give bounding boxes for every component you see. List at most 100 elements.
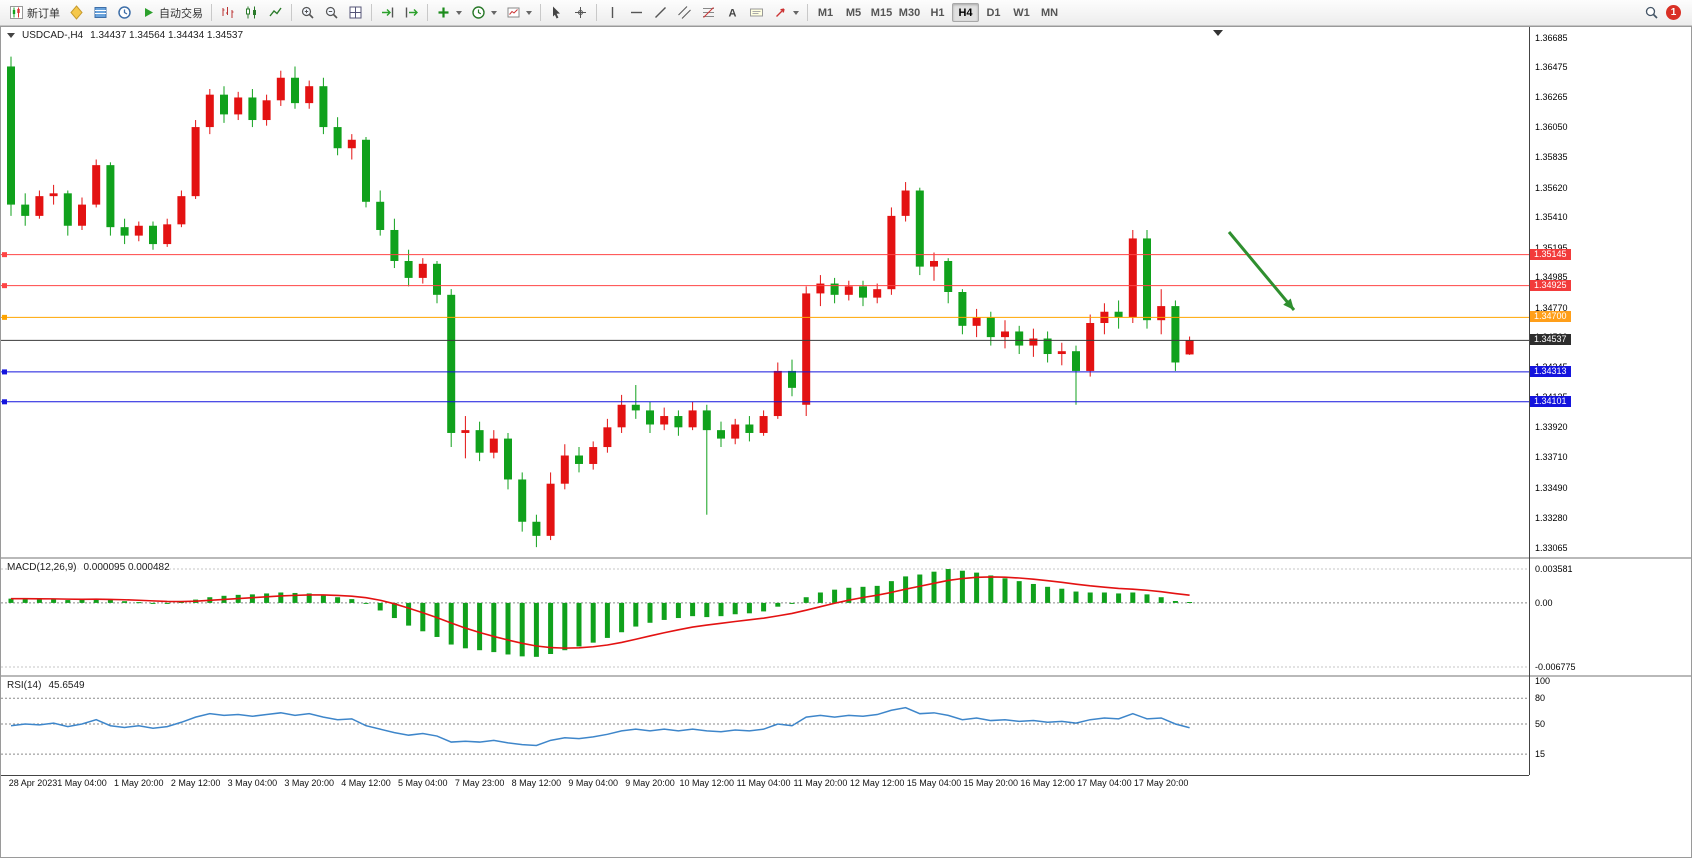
- candle-bull: [1001, 331, 1009, 338]
- vertical-line-button[interactable]: [601, 2, 624, 23]
- line-handle[interactable]: [2, 369, 7, 375]
- timeframe-MN[interactable]: MN: [1040, 6, 1059, 19]
- candle-bear: [532, 521, 541, 536]
- trendline-button[interactable]: [649, 2, 672, 23]
- new-order-button[interactable]: 新订单: [5, 2, 64, 23]
- metaeditor-icon: [70, 5, 83, 20]
- crosshair-icon: [575, 7, 586, 18]
- periods-button[interactable]: [467, 2, 501, 23]
- timeframe-D1[interactable]: D1: [986, 6, 1001, 19]
- zoom-in-button[interactable]: [296, 2, 319, 23]
- macd-histogram-bar: [249, 594, 255, 603]
- candle-bull: [1157, 306, 1166, 321]
- timeframe-M5[interactable]: M5: [845, 6, 862, 19]
- price-tag: 1.34537: [1530, 334, 1571, 346]
- main-chart[interactable]: [1, 27, 1529, 557]
- candle-bear: [362, 139, 370, 202]
- panel-splitter[interactable]: [1, 675, 1691, 677]
- candle-bear: [518, 479, 527, 522]
- chart-shift-marker[interactable]: [1213, 30, 1223, 36]
- rsi-value: 45.6549: [48, 680, 85, 691]
- line-handle[interactable]: [2, 314, 7, 320]
- templates-button[interactable]: [502, 2, 536, 23]
- axis-label: 1.36050: [1535, 122, 1568, 133]
- notification-badge[interactable]: 1: [1666, 5, 1681, 20]
- macd-histogram-bar: [278, 592, 284, 603]
- candle-bear: [291, 77, 299, 104]
- autotrading-button[interactable]: 自动交易: [137, 2, 207, 23]
- macd-histogram-bar: [406, 602, 412, 626]
- timeframe-H1[interactable]: H1: [930, 6, 945, 19]
- axis-label: 1.33710: [1535, 451, 1568, 462]
- auto-scroll-button[interactable]: [376, 2, 399, 23]
- text-button[interactable]: A: [721, 2, 744, 23]
- time-label: 28 Apr 2023: [8, 778, 58, 788]
- macd-histogram-bar: [65, 600, 71, 603]
- timeframe-M30[interactable]: M30: [898, 6, 921, 19]
- panel-splitter[interactable]: [1, 557, 1691, 559]
- zoom-out-button[interactable]: [320, 2, 343, 23]
- timeframe-M15[interactable]: M15: [870, 6, 893, 19]
- candle-bull: [660, 416, 669, 425]
- arrow-head: [1283, 298, 1294, 310]
- time-label: 8 May 12:00: [511, 778, 562, 788]
- macd-panel[interactable]: [1, 559, 1529, 675]
- price-tag: 1.35145: [1530, 248, 1571, 260]
- horizontal-line-button[interactable]: [625, 2, 648, 23]
- candle-bear: [717, 430, 725, 439]
- cursor-button[interactable]: [545, 2, 568, 23]
- macd-histogram-bar: [860, 586, 866, 603]
- line-handle[interactable]: [2, 283, 7, 289]
- axis-label: 1.33920: [1535, 422, 1568, 433]
- candle-bear: [63, 193, 72, 226]
- text-label-button[interactable]: [745, 2, 768, 23]
- search-button[interactable]: [1640, 2, 1663, 23]
- line-handle[interactable]: [2, 399, 7, 405]
- time-label: 5 May 04:00: [398, 778, 448, 788]
- macd-histogram-bar: [1101, 592, 1107, 603]
- line-chart-button[interactable]: [264, 2, 287, 23]
- chart-shift-button[interactable]: [400, 2, 423, 23]
- price-scale[interactable]: 1.36685 1.36475 1.36265 1.36050 1.35835 1.356…: [1530, 27, 1691, 793]
- toolbar-separator: [807, 4, 808, 21]
- line-handle[interactable]: [2, 252, 7, 258]
- timeframe-W1[interactable]: W1: [1013, 6, 1030, 19]
- tile-windows-button[interactable]: [344, 2, 367, 23]
- fibonacci-button[interactable]: [697, 2, 720, 23]
- time-label: 15 May 20:00: [963, 778, 1019, 788]
- axis-label: 1.35620: [1535, 182, 1568, 193]
- rsi-panel[interactable]: [1, 677, 1529, 775]
- macd-histogram-bar: [548, 602, 554, 655]
- candle-bear: [674, 416, 683, 428]
- macd-histogram-bar: [1172, 601, 1178, 603]
- timeframe-H4[interactable]: H4: [952, 3, 979, 22]
- bar-chart-button[interactable]: [216, 2, 239, 23]
- macd-histogram-bar: [704, 602, 710, 618]
- macd-histogram-bar: [690, 602, 696, 617]
- timeframe-M1[interactable]: M1: [817, 6, 834, 19]
- macd-histogram-bar: [1002, 578, 1008, 603]
- market-watch-button[interactable]: [89, 2, 112, 23]
- candle-bull: [92, 165, 101, 205]
- macd-histogram-bar: [533, 602, 539, 657]
- time-label: 11 May 20:00: [793, 778, 848, 788]
- macd-histogram-bar: [761, 602, 767, 612]
- data-window-button[interactable]: [113, 2, 136, 23]
- search-icon: [1645, 6, 1658, 19]
- chart-menu-icon[interactable]: [7, 33, 15, 38]
- time-axis[interactable]: 28 Apr 2023 1 May 04:00 1 May 20:00 2 May 1…: [1, 777, 1529, 793]
- arrows-button[interactable]: [769, 2, 803, 23]
- equidistant-channel-button[interactable]: [673, 2, 696, 23]
- axis-label: 1.33065: [1535, 542, 1568, 553]
- market-watch-icon: [94, 7, 107, 18]
- candle-bear: [958, 292, 967, 326]
- text-label-icon: [750, 8, 763, 17]
- macd-histogram-bar: [832, 589, 838, 603]
- indicators-button[interactable]: [432, 2, 466, 23]
- macd-histogram-bar: [306, 593, 312, 603]
- metaeditor-button[interactable]: [65, 2, 88, 23]
- candlestick-chart-button[interactable]: [240, 2, 263, 23]
- arrow-annotation[interactable]: [1227, 231, 1296, 311]
- candle-bull: [802, 293, 811, 405]
- crosshair-button[interactable]: [569, 2, 592, 23]
